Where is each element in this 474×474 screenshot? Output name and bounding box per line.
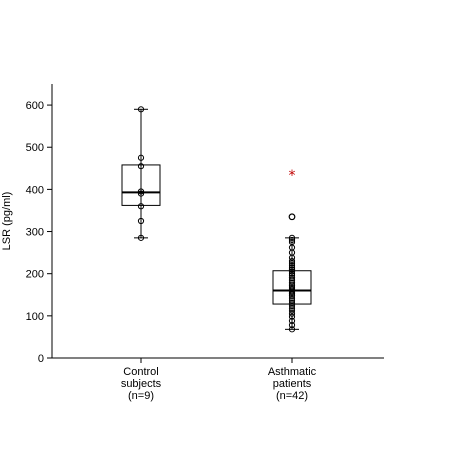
data-point <box>137 190 145 197</box>
y-axis: 0 100 200 300 400 500 600 <box>26 84 53 365</box>
data-point <box>137 188 145 195</box>
x-tick-label: patients <box>273 378 312 390</box>
data-point <box>137 234 145 241</box>
outlier-star: * <box>289 168 296 184</box>
data-point <box>137 217 145 225</box>
y-tick-label: 400 <box>26 184 44 196</box>
data-point <box>288 236 296 244</box>
outlier-point <box>288 213 296 221</box>
data-point <box>137 106 145 113</box>
y-tick-label: 100 <box>26 311 44 323</box>
data-point <box>288 274 296 282</box>
y-tick-label: 300 <box>26 227 44 239</box>
data-point <box>288 322 296 329</box>
box-iqr <box>121 164 161 206</box>
y-tick-label: 600 <box>26 100 44 112</box>
data-point <box>288 295 296 302</box>
data-point <box>288 266 296 273</box>
x-tick-label: (n=42) <box>276 390 308 402</box>
y-axis-title: LSR (pg/ml) <box>1 192 13 251</box>
x-tick-label: (n=9) <box>128 390 154 402</box>
data-point <box>288 313 296 320</box>
data-point <box>288 268 296 275</box>
y-tick-label: 500 <box>26 142 44 154</box>
x-tick-label: Asthmatic <box>268 366 317 378</box>
boxes: * <box>121 106 312 333</box>
data-point <box>137 154 145 161</box>
data-point <box>288 326 296 333</box>
data-point <box>288 257 296 265</box>
y-tick-label: 0 <box>38 353 44 365</box>
data-point <box>288 270 296 277</box>
data-point <box>288 238 296 246</box>
data-point <box>288 317 296 325</box>
y-tick-label: 200 <box>26 269 44 281</box>
x-tick-label: subjects <box>121 378 162 390</box>
box-group: * <box>272 168 312 333</box>
x-tick-label: Control <box>123 366 158 378</box>
box-group <box>121 106 161 241</box>
data-point <box>288 264 296 271</box>
data-point <box>137 163 145 170</box>
data-point <box>137 203 145 210</box>
data-point <box>288 234 296 241</box>
data-point <box>288 262 296 269</box>
